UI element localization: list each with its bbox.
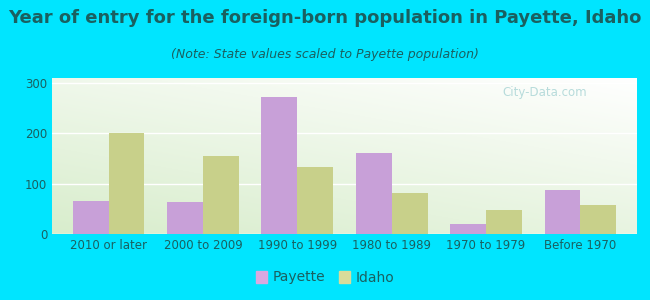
Legend: Payette, Idaho: Payette, Idaho: [250, 265, 400, 290]
Text: City-Data.com: City-Data.com: [502, 86, 587, 99]
Bar: [580, 205, 616, 234]
Bar: [450, 224, 486, 234]
Bar: [297, 167, 333, 234]
Bar: [392, 193, 428, 234]
Bar: [109, 134, 144, 234]
Bar: [203, 156, 239, 234]
Text: (Note: State values scaled to Payette population): (Note: State values scaled to Payette po…: [171, 48, 479, 61]
Bar: [73, 201, 109, 234]
Bar: [356, 154, 392, 234]
Text: Year of entry for the foreign-born population in Payette, Idaho: Year of entry for the foreign-born popul…: [8, 9, 642, 27]
Bar: [167, 202, 203, 234]
Bar: [545, 190, 580, 234]
Bar: [261, 97, 297, 234]
Bar: [486, 210, 522, 234]
